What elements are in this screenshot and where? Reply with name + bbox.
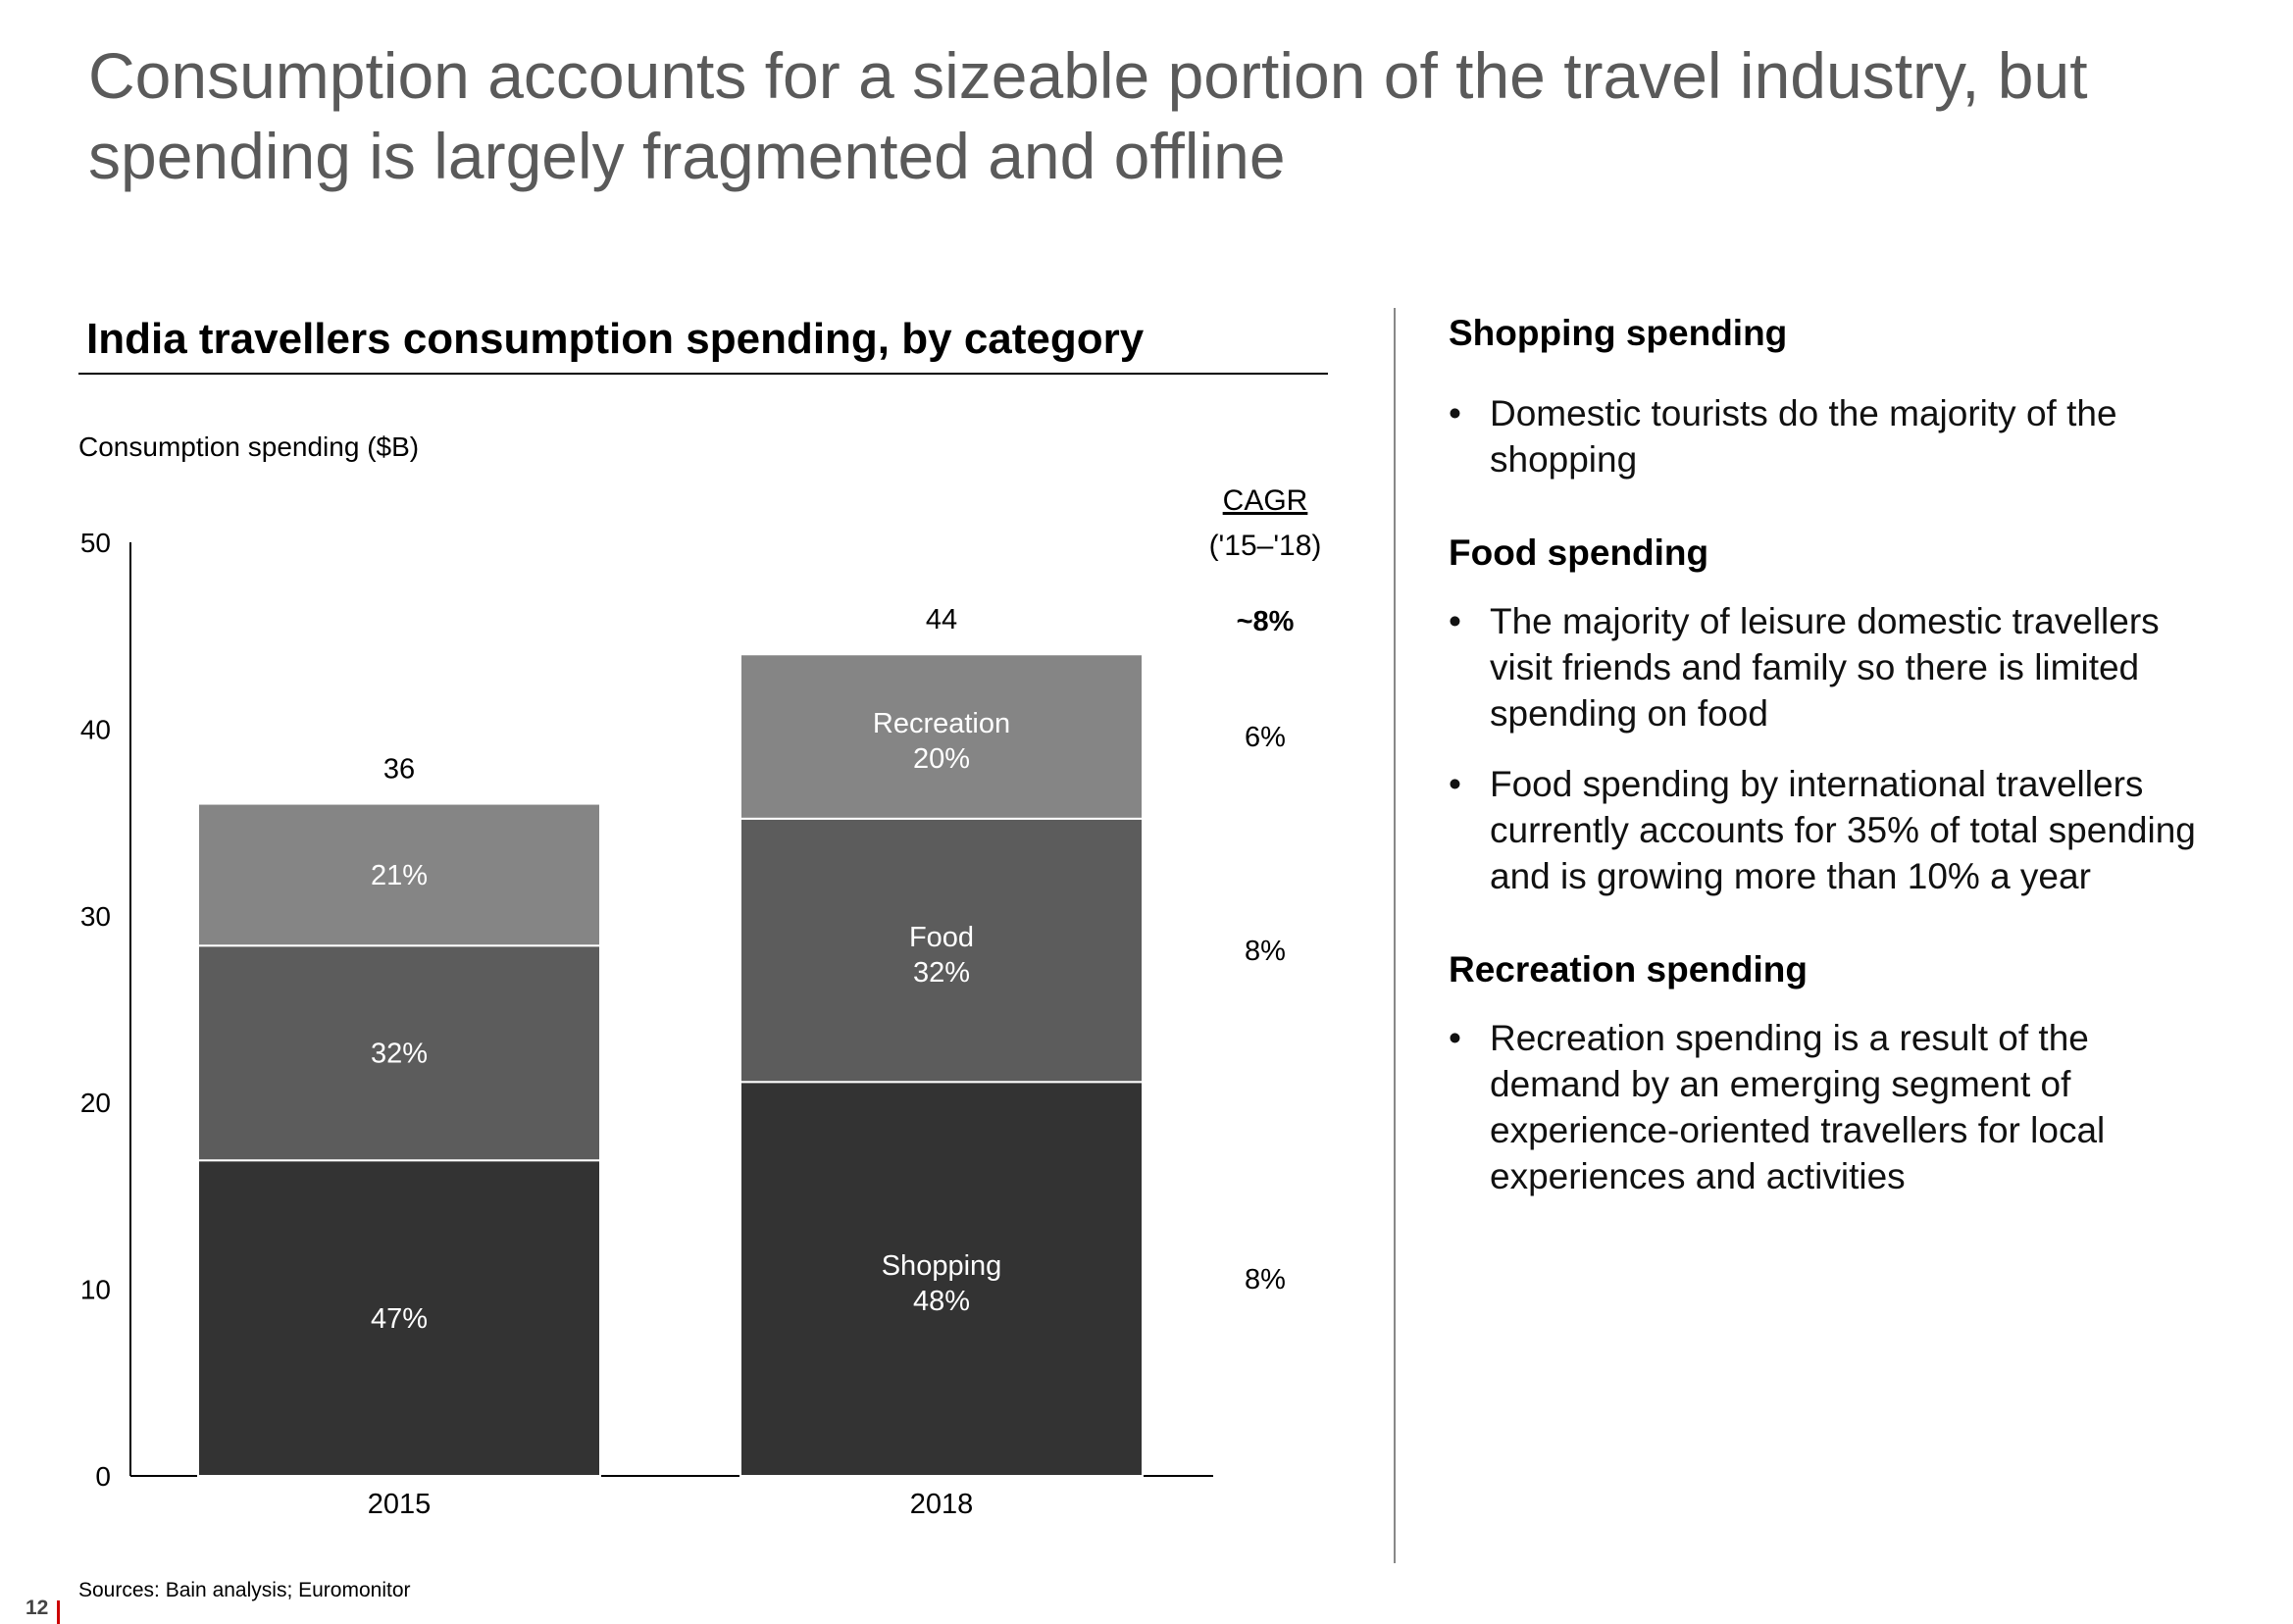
recreation-heading: Recreation spending	[1449, 949, 1808, 990]
segment-name-label: Food	[909, 922, 974, 953]
bar-segment-recreation	[739, 653, 1144, 820]
list-item: Food spending by international traveller…	[1449, 761, 2214, 899]
bar-segment-shopping	[197, 1159, 601, 1477]
segment-name-label: Recreation	[873, 708, 1010, 739]
cagr-value-recreation: 6%	[1245, 722, 1286, 753]
cagr-total-value: ~8%	[1237, 606, 1295, 637]
bar-total-label: 36	[383, 754, 415, 786]
segment-percent-label: 32%	[913, 957, 970, 989]
segment-percent-label: 21%	[371, 860, 428, 891]
cagr-header-period: ('15–'18)	[1208, 530, 1322, 562]
list-item: The majority of leisure domestic travell…	[1449, 598, 2214, 736]
bar-segment-food	[739, 817, 1144, 1084]
food-section: Food spending The majority of leisure do…	[1449, 530, 2214, 899]
food-heading: Food spending	[1449, 533, 1709, 573]
bar-total-label: 44	[926, 604, 957, 635]
segment-percent-label: 32%	[371, 1039, 428, 1070]
y-tick-label: 50	[80, 528, 111, 558]
x-tick-label: 2018	[910, 1489, 974, 1520]
slide-title: Consumption accounts for a sizeable port…	[88, 39, 2088, 192]
food-bullets: The majority of leisure domestic travell…	[1449, 598, 2214, 899]
cagr-value-food: 8%	[1245, 936, 1286, 967]
chart-title: India travellers consumption spending, b…	[86, 315, 1145, 363]
recreation-bullets: Recreation spending is a result of the d…	[1449, 1015, 2214, 1199]
y-tick-label: 20	[80, 1088, 111, 1118]
y-tick-label: 0	[95, 1461, 111, 1492]
page-number-accent	[57, 1600, 60, 1624]
y-axis-label: Consumption spending ($B)	[78, 431, 420, 462]
shopping-bullets: Domestic tourists do the majority of the…	[1449, 390, 2214, 482]
title-underline	[78, 373, 1328, 375]
cagr-header-label: CAGR	[1222, 484, 1308, 517]
commentary-panel: Shopping spending Domestic tourists do t…	[1449, 310, 2214, 1199]
recreation-section: Recreation spending Recreation spending …	[1449, 946, 2214, 1199]
segment-percent-label: 20%	[913, 743, 970, 775]
segment-name-label: Shopping	[882, 1250, 1002, 1282]
cagr-header: CAGR ('15–'18)	[1187, 479, 1344, 569]
page-number: 12	[25, 1597, 49, 1619]
x-tick-label: 2015	[368, 1489, 432, 1520]
bar-segment-food	[197, 944, 601, 1162]
list-item: Domestic tourists do the majority of the…	[1449, 390, 2214, 482]
bar-segment-shopping	[739, 1081, 1144, 1477]
segment-percent-label: 47%	[371, 1303, 428, 1335]
sources-footnote: Sources: Bain analysis; Euromonitor	[78, 1579, 411, 1601]
panel-divider	[1394, 308, 1396, 1563]
y-tick-label: 30	[80, 901, 111, 932]
y-tick-label: 40	[80, 714, 111, 744]
shopping-heading: Shopping spending	[1449, 313, 1788, 353]
shopping-section: Shopping spending Domestic tourists do t…	[1449, 310, 2214, 482]
list-item: Recreation spending is a result of the d…	[1449, 1015, 2214, 1199]
cagr-value-shopping: 8%	[1245, 1264, 1286, 1295]
segment-percent-label: 48%	[913, 1286, 970, 1317]
y-tick-label: 10	[80, 1275, 111, 1305]
bar-segment-recreation	[197, 802, 601, 947]
